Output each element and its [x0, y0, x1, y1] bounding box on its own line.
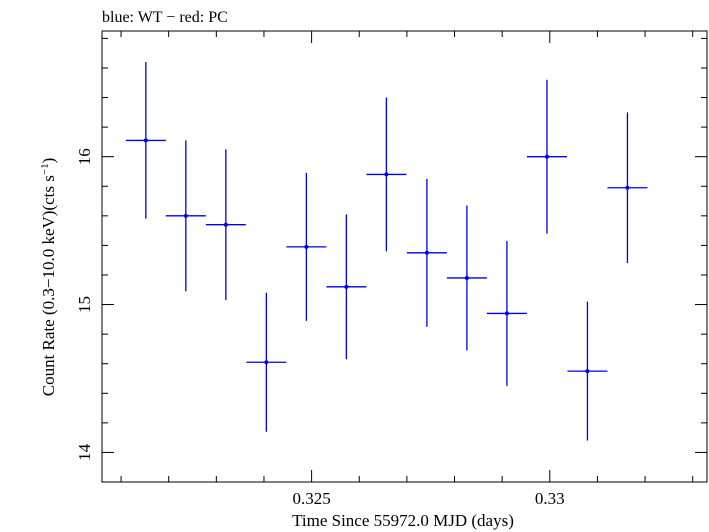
data-marker: [183, 213, 188, 218]
y-tick-label: 14: [75, 443, 94, 461]
x-tick-label: 0.33: [535, 489, 565, 508]
x-axis-label: Time Since 55972.0 MJD (days): [292, 511, 514, 530]
data-point: [165, 140, 206, 292]
chart-title: blue: WT − red: PC: [102, 9, 228, 26]
data-marker: [264, 360, 269, 365]
y-tick-label: 16: [75, 148, 94, 165]
data-point: [286, 172, 327, 321]
data-marker: [585, 369, 590, 374]
axis-tick-labels: 0.325 0.33 14 15 16: [75, 148, 565, 508]
plot-frame: [101, 30, 708, 483]
data-marker: [143, 138, 148, 143]
data-point: [486, 240, 527, 386]
data-marker: [344, 284, 349, 289]
data-point: [326, 214, 367, 360]
data-point: [406, 178, 447, 327]
data-marker: [384, 172, 389, 177]
data-marker: [424, 250, 429, 255]
data-point: [205, 149, 246, 301]
data-point: [446, 205, 487, 351]
data-marker: [223, 222, 228, 227]
y-axis-label-main: Count Rate (0.3−10.0 keV)(cts s: [39, 175, 58, 396]
data-marker: [625, 185, 630, 190]
data-marker: [464, 275, 469, 280]
axis-ticks: [102, 31, 707, 483]
y-axis-label-close: ): [39, 158, 58, 164]
y-axis-label: Count Rate (0.3−10.0 keV)(cts s−1): [39, 158, 58, 397]
data-point: [526, 79, 567, 234]
data-marker: [304, 244, 309, 249]
y-tick-label: 15: [75, 296, 94, 313]
data-marker: [544, 154, 549, 159]
x-tick-label: 0.325: [292, 489, 330, 508]
data-marker: [504, 311, 509, 316]
data-point: [125, 62, 166, 219]
data-point: [246, 292, 287, 432]
data-point: [607, 112, 648, 264]
y-axis-label-superscript: −1: [39, 163, 51, 175]
data-point: [366, 97, 407, 252]
data-series-wt: [125, 62, 648, 441]
data-point: [567, 301, 608, 441]
